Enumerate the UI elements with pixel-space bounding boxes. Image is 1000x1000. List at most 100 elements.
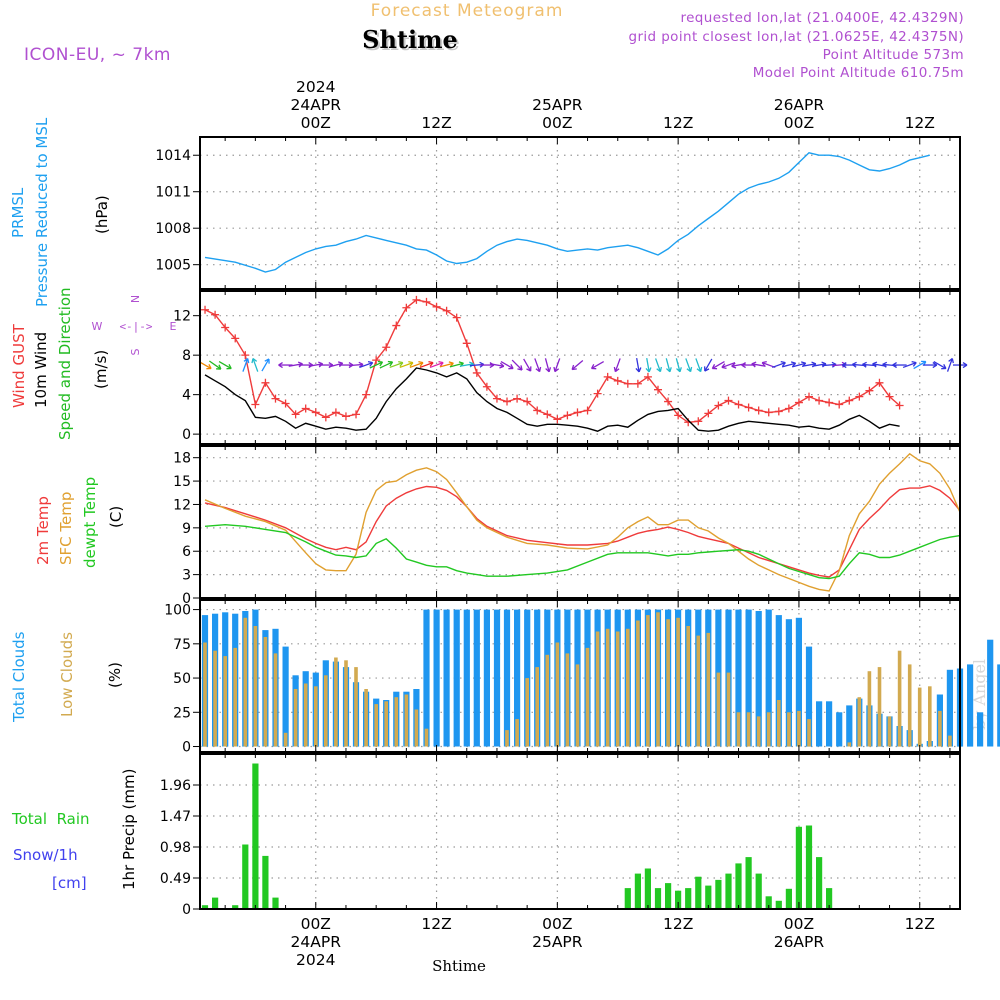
bottom-time-label: 25APR [532, 933, 583, 951]
gust-marker [472, 368, 481, 377]
bar-low-clouds [736, 712, 741, 747]
wind-direction-arrow [922, 361, 938, 369]
bar-low-clouds [897, 650, 902, 747]
bar-total-rain [675, 890, 682, 909]
bar-total-rain [212, 897, 219, 909]
wind-arrow-head [251, 357, 258, 364]
wind-arrow-shaft [822, 363, 837, 367]
top-time-label: 00Z [301, 114, 331, 132]
gust-marker [513, 394, 522, 403]
panel-frame [199, 753, 961, 910]
bar-low-clouds [293, 689, 298, 747]
gust-marker [341, 412, 350, 421]
wind-direction-arrow [590, 360, 605, 370]
bar-total-clouds [524, 609, 531, 747]
gust-marker [603, 372, 612, 381]
bar-low-clouds [766, 712, 771, 747]
bar-total-clouds [473, 609, 480, 747]
gust-marker [694, 417, 703, 426]
bar-total-rain [826, 888, 833, 909]
clouds-ylabel-total: Total Clouds [10, 631, 28, 723]
pressure-unit: (hPa) [93, 195, 111, 234]
wind-arrow-shaft [419, 362, 434, 369]
wind-arrow-head [962, 361, 968, 369]
bar-total-rain [795, 826, 802, 909]
bar-total-rain [272, 897, 279, 909]
wind-direction-arrow [379, 360, 394, 369]
top-time-label: 2024 [296, 78, 335, 96]
y-tick-label: 18 [173, 451, 191, 467]
bar-low-clouds [787, 712, 791, 747]
bar-total-clouds [282, 646, 289, 747]
wind-arrow-head [545, 367, 552, 373]
wind-arrow-head [686, 366, 693, 373]
wind-arrow-head [408, 361, 414, 367]
bar-total-rain [745, 857, 752, 909]
wind-arrow-shaft [902, 362, 917, 369]
bar-low-clouds [253, 626, 258, 747]
wind-arrow-shaft [523, 358, 532, 372]
y-tick-label: 0 [182, 591, 191, 607]
bar-total-clouds [453, 609, 460, 747]
wind-arrow-head [517, 365, 523, 371]
footer-title: Shtime [432, 957, 486, 975]
wind-direction-arrow [278, 361, 293, 369]
wind-arrow-shaft [429, 362, 444, 369]
bar-total-clouds [826, 701, 833, 747]
wind-direction-arrow [946, 357, 954, 372]
wind-arrow-shaft [721, 362, 736, 369]
wind-arrow-head [264, 358, 270, 364]
gust-marker [563, 411, 572, 420]
wind-arrow-shaft [534, 358, 541, 372]
gust-marker [462, 339, 471, 348]
gust-marker [261, 378, 270, 387]
wind-direction-arrow [208, 360, 222, 370]
wind-arrow-shaft [646, 358, 650, 373]
bar-low-clouds [273, 653, 278, 747]
wind-direction-arrow [534, 358, 542, 373]
gust-marker [774, 407, 783, 416]
bar-total-clouds [816, 701, 823, 747]
gust-marker [331, 408, 340, 417]
y-tick-label: 75 [173, 637, 191, 653]
bar-total-clouds [987, 639, 994, 747]
gust-marker [201, 305, 210, 314]
bottom-time-label: 26APR [774, 933, 825, 951]
wind-arrow-head [508, 364, 514, 370]
bar-low-clouds [555, 642, 560, 747]
top-time-label: 12Z [905, 114, 935, 132]
credit-watermark: by Angel [970, 659, 989, 730]
bar-total-rain [665, 883, 672, 909]
bottom-time-label: 2024 [296, 951, 335, 969]
bar-low-clouds [223, 656, 227, 747]
bar-low-clouds [203, 642, 207, 747]
clouds-panel: Total Clouds Low Clouds (%) 0 25 50 75 100 [10, 599, 1000, 756]
precip-legend-snow: Snow/1h [13, 846, 78, 864]
bar-total-rain [725, 873, 732, 909]
gust-marker [855, 392, 864, 401]
bar-low-clouds [626, 628, 630, 747]
y-tick-label: 0 [182, 740, 191, 756]
bar-total-rain [685, 888, 692, 909]
y-tick-label: 12 [173, 497, 191, 513]
y-tick-label: 25 [173, 705, 191, 721]
wind-direction-arrow [721, 362, 736, 370]
gust-marker [382, 343, 391, 352]
bar-total-rain [201, 905, 209, 909]
bar-low-clouds [847, 742, 852, 747]
wind-arrow-head [941, 364, 947, 370]
bar-low-clouds [777, 700, 781, 747]
wind-arrow-head [635, 367, 642, 373]
grid-point-coords: grid point closest lon,lat (21.0625E, 42… [628, 29, 964, 45]
wind-arrow-head [243, 357, 250, 364]
top-time-label: 26APR [774, 96, 825, 114]
temperature-panel: 2m Temp SFC Temp dewpt Temp (C) 0 3 6 9 12 15… [34, 445, 961, 607]
gust-marker [613, 376, 622, 385]
gust-marker [402, 303, 411, 312]
gust-marker [352, 410, 361, 419]
compass-rose: N W <-|-> E S [92, 295, 177, 356]
wind-direction-arrow [242, 357, 250, 372]
y-tick-label: 1.47 [160, 809, 191, 825]
